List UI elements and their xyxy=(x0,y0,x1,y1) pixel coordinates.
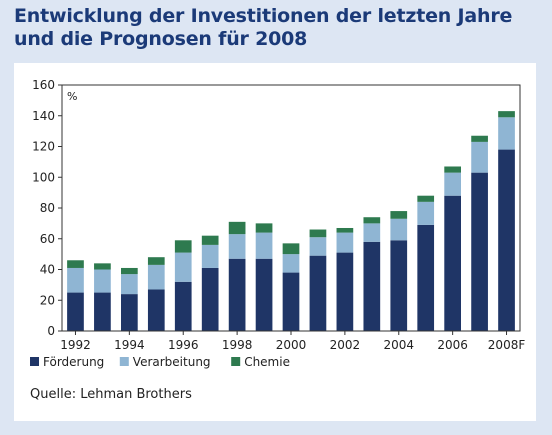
x-tick-label: 1998 xyxy=(222,338,253,352)
y-unit-label: % xyxy=(67,90,77,103)
y-tick-label: 0 xyxy=(47,324,55,338)
bar-chemie-2000 xyxy=(282,243,300,255)
legend-swatch-verarbeitung xyxy=(119,357,129,366)
bar-förderung-1995 xyxy=(147,289,165,331)
y-tick-label: 160 xyxy=(32,78,55,92)
bar-förderung-1994 xyxy=(121,294,138,331)
bar-chemie-2008F xyxy=(498,111,515,118)
x-tick-label: 1994 xyxy=(114,338,145,352)
bar-verarbeitung-1997 xyxy=(201,244,219,268)
x-tick-label: 2008F xyxy=(488,338,526,352)
bar-förderung-1997 xyxy=(201,267,219,331)
bar-chemie-1998 xyxy=(228,221,246,235)
x-tick-label: 2004 xyxy=(383,338,414,352)
y-tick-label: 120 xyxy=(32,140,55,154)
bar-verarbeitung-1998 xyxy=(228,234,246,259)
bar-förderung-2008F xyxy=(498,149,515,331)
bar-förderung-1998 xyxy=(228,258,246,331)
bar-förderung-2001 xyxy=(309,255,327,331)
bar-förderung-1993 xyxy=(94,292,111,331)
legend-label-förderung: Förderung xyxy=(43,355,104,369)
bar-verarbeitung-1996 xyxy=(174,252,192,282)
bar-förderung-2002 xyxy=(336,252,354,331)
bar-chemie-1997 xyxy=(201,235,219,245)
legend-label-chemie: Chemie xyxy=(244,355,290,369)
bar-verarbeitung-2001 xyxy=(309,237,327,256)
bar-chemie-2007 xyxy=(471,135,488,142)
bar-chemie-2004 xyxy=(390,211,408,219)
x-tick-label: 2006 xyxy=(437,338,468,352)
bar-chemie-1993 xyxy=(94,263,111,270)
y-tick-label: 100 xyxy=(32,170,55,184)
y-tick-label: 20 xyxy=(40,293,55,307)
bar-verarbeitung-2005 xyxy=(417,201,435,225)
bar-chemie-2003 xyxy=(363,217,381,224)
bar-förderung-2005 xyxy=(417,224,435,331)
bar-verarbeitung-2000 xyxy=(282,254,300,273)
legend-swatch-chemie xyxy=(231,357,241,366)
bar-förderung-2007 xyxy=(471,172,488,331)
bar-chemie-2006 xyxy=(444,166,461,173)
legend-label-verarbeitung: Verarbeitung xyxy=(133,355,211,369)
bar-verarbeitung-2002 xyxy=(336,232,354,253)
y-tick-label: 60 xyxy=(40,232,55,246)
bar-verarbeitung-1992 xyxy=(67,267,84,293)
bar-verarbeitung-2003 xyxy=(363,223,381,242)
bar-chemie-2002 xyxy=(336,227,354,233)
bar-förderung-2000 xyxy=(282,272,300,331)
bar-chemie-1996 xyxy=(174,240,192,253)
y-tick-label: 80 xyxy=(40,201,55,215)
bar-verarbeitung-2008F xyxy=(498,117,515,150)
source-note: Quelle: Lehman Brothers xyxy=(30,387,192,402)
bar-verarbeitung-2006 xyxy=(444,172,461,196)
bar-chemie-1994 xyxy=(121,267,138,275)
bar-förderung-1992 xyxy=(67,292,84,331)
bar-chemie-1992 xyxy=(67,260,84,268)
x-tick-label: 1992 xyxy=(60,338,91,352)
legend-swatch-förderung xyxy=(30,357,39,366)
bar-chart: 0 20 40 60 80 100 120 140 160 1992 1994 1996 1998 20… xyxy=(30,78,526,369)
bar-förderung-1999 xyxy=(255,258,273,331)
bar-chemie-1995 xyxy=(147,257,165,265)
bar-verarbeitung-1993 xyxy=(94,269,111,293)
chart-title: Entwicklung der Investitionen der letzte… xyxy=(14,5,513,50)
bar-verarbeitung-1994 xyxy=(121,274,138,295)
x-tick-label: 1996 xyxy=(168,338,199,352)
bar-chemie-2001 xyxy=(309,229,327,238)
bar-verarbeitung-1995 xyxy=(147,264,165,290)
bar-förderung-2006 xyxy=(444,195,461,331)
x-tick-label: 2002 xyxy=(330,338,361,352)
bar-förderung-1996 xyxy=(174,281,192,331)
bar-chemie-1999 xyxy=(255,223,273,233)
x-tick-label: 2000 xyxy=(276,338,307,352)
bar-chemie-2005 xyxy=(417,195,435,202)
y-tick-label: 40 xyxy=(40,263,55,277)
bar-verarbeitung-1999 xyxy=(255,232,273,259)
bar-verarbeitung-2007 xyxy=(471,141,488,173)
bar-förderung-2003 xyxy=(363,241,381,331)
plot-frame xyxy=(61,84,521,332)
bar-verarbeitung-2004 xyxy=(390,218,408,241)
chart-panel: 0 20 40 60 80 100 120 140 160 1992 1994 1996 1998 20… xyxy=(14,63,536,421)
bar-förderung-2004 xyxy=(390,240,408,331)
y-tick-label: 140 xyxy=(32,109,55,123)
